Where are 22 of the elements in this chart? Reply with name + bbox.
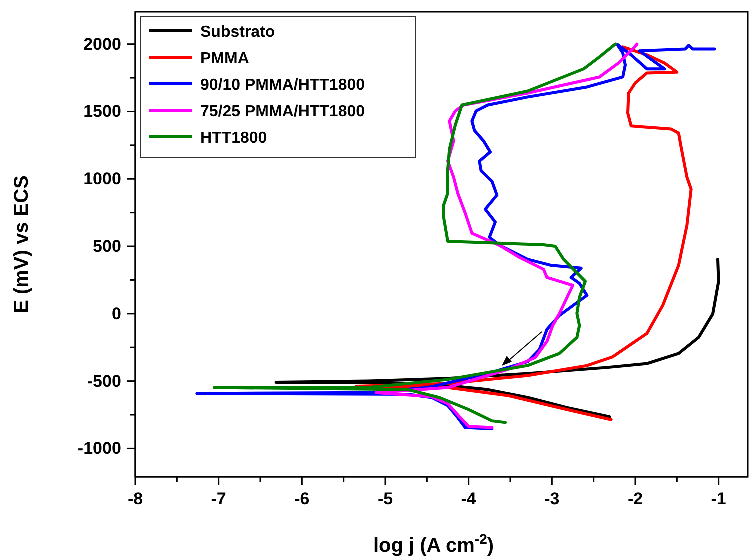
x-tick-label: -8 — [128, 490, 144, 509]
legend-label: Substrato — [200, 24, 276, 41]
x-tick-label: -3 — [544, 490, 560, 509]
y-tick-label: 1000 — [84, 170, 122, 189]
x-tick-label: -5 — [378, 490, 394, 509]
y-axis-title: E (mV) vs ECS — [11, 176, 33, 314]
y-tick-label: 500 — [93, 236, 122, 256]
y-tick-label: -500 — [87, 372, 122, 391]
y-tick-label: 1500 — [84, 102, 122, 122]
x-tick-label: -4 — [461, 490, 477, 509]
x-tick-label: -6 — [294, 490, 310, 509]
x-tick-label: -1 — [711, 490, 726, 509]
legend-label: HTT1800 — [200, 130, 268, 147]
y-tick-label: 2000 — [84, 34, 122, 54]
y-tick-label: 0 — [112, 304, 122, 324]
y-tick-label: -1000 — [78, 439, 122, 458]
legend-label: PMMA — [200, 50, 250, 68]
x-tick-label: -2 — [628, 490, 644, 509]
x-tick-label: -7 — [211, 490, 226, 509]
x-axis-title: log j (A cm$^{-2}$) — [373, 531, 494, 557]
legend-label: 90/10 PMMA/HTT1800 — [200, 77, 366, 94]
legend-label: 75/25 PMMA/HTT1800 — [200, 104, 366, 120]
